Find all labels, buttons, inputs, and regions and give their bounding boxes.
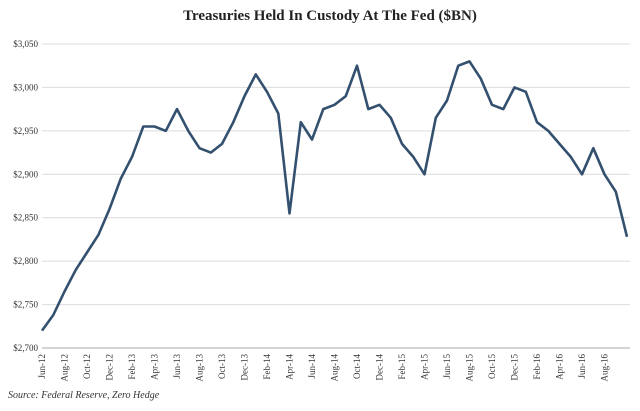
x-tick-label: Aug-14 [330,354,340,382]
y-tick-label: $2,900 [13,169,38,179]
x-tick-label: Feb-16 [532,354,542,380]
y-tick-label: $2,700 [13,343,38,353]
x-tick-label: Jun-12 [37,354,47,379]
source-note: Source: Federal Reserve, Zero Hedge [8,390,160,401]
x-tick-label: Feb-15 [397,354,407,380]
y-tick-label: $2,850 [13,213,38,223]
y-tick-label: $2,750 [13,300,38,310]
x-tick-label: Dec-13 [240,354,250,381]
x-tick-label: Oct-12 [82,354,92,379]
x-tick-label: Jun-13 [172,354,182,379]
x-tick-label: Dec-12 [105,354,115,381]
x-tick-label: Feb-13 [127,354,137,380]
x-tick-label: Aug-13 [195,354,205,382]
x-tick-label: Oct-14 [352,354,362,379]
x-tick-label: Jun-16 [577,354,587,379]
data-line [40,60,629,332]
chart-title: Treasuries Held In Custody At The Fed ($… [183,8,477,24]
y-tick-label: $3,000 [13,82,38,92]
x-tick-label: Apr-14 [285,354,295,380]
x-tick-label: Aug-15 [465,354,475,382]
x-tick-label: Dec-14 [375,354,385,381]
x-tick-label: Oct-13 [217,354,227,379]
y-tick-label: $3,050 [13,39,38,49]
x-tick-label: Aug-16 [600,354,610,382]
x-tick-label: Dec-15 [510,354,520,381]
x-tick-label: Apr-16 [555,354,565,380]
y-tick-label: $2,800 [13,256,38,266]
x-tick-label: Apr-13 [150,354,160,380]
y-tick-label: $2,950 [13,126,38,136]
x-tick-label: Apr-15 [420,354,430,380]
x-tick-label: Jun-14 [307,354,317,379]
x-tick-label: Aug-12 [60,354,70,382]
x-tick-label: Oct-15 [487,354,497,379]
x-tick-label: Jun-15 [442,354,452,379]
x-tick-label: Feb-14 [262,354,272,380]
